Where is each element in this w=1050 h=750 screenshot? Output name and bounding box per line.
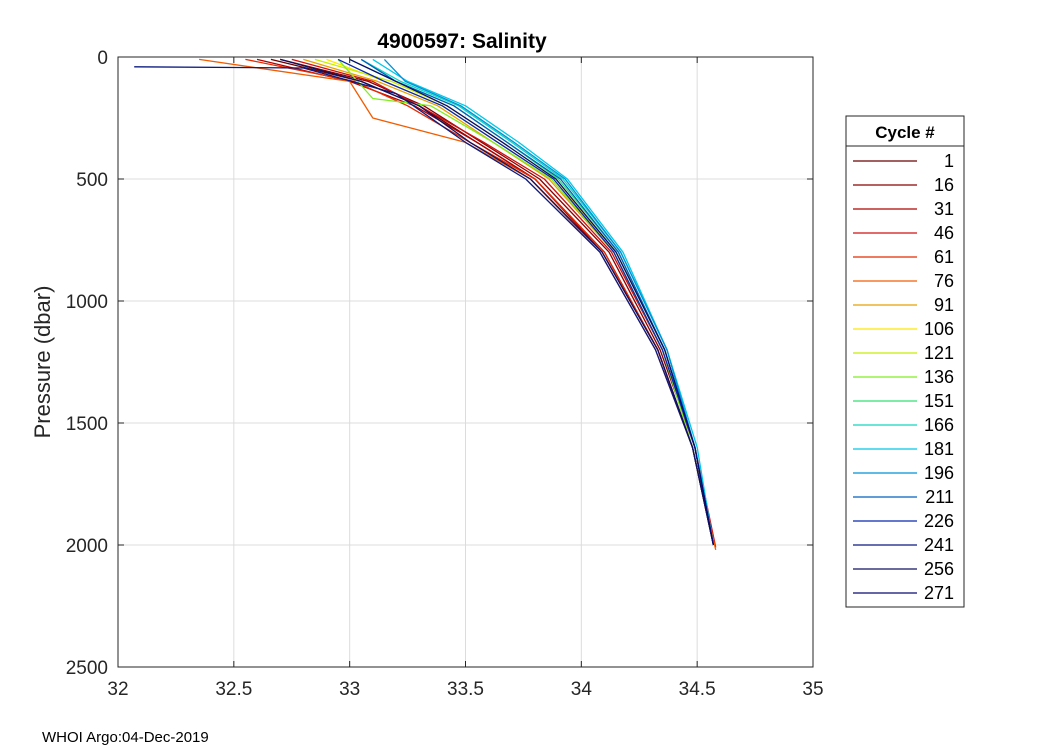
- series-line-cycle-211: [360, 58, 715, 546]
- legend-entry-label: 16: [934, 175, 954, 195]
- series-line-cycle-91: [303, 58, 715, 546]
- legend-entry-label: 46: [934, 223, 954, 243]
- legend-entry-label: 226: [924, 511, 954, 531]
- series-line-cycle-196: [383, 58, 715, 546]
- y-tick-label: 2500: [66, 658, 108, 679]
- legend-title: Cycle #: [875, 123, 935, 142]
- series-line-cycle-241: [134, 66, 715, 546]
- legend-entries: 1 16 31 46 61 76 91 106 121 136 151 166 181 196 211 226…: [853, 151, 954, 603]
- y-tick-label: 2000: [66, 536, 108, 557]
- legend-entry-label: 211: [925, 487, 954, 507]
- y-tick-label: 1500: [66, 414, 108, 435]
- legend-entry-label: 136: [924, 367, 954, 387]
- legend: Cycle # 11631466176911061211361511661811…: [845, 115, 965, 608]
- x-tick-label: 35: [802, 679, 823, 700]
- series-line-cycle-106: [326, 58, 715, 546]
- series-line-cycle-166: [360, 58, 715, 546]
- footer-source-label: WHOI Argo:04-Dec-2019: [42, 729, 209, 746]
- series-line-cycle-16: [280, 58, 715, 546]
- legend-entry-label: 241: [924, 535, 954, 555]
- series-line-cycle-121: [314, 58, 715, 546]
- legend-entry-label: 121: [924, 343, 954, 363]
- legend-entry-label: 61: [934, 247, 954, 267]
- legend-entry-label: 151: [924, 391, 954, 411]
- series-line-cycle-226: [337, 58, 715, 546]
- axis-ticks: 32 32.5 33 33.5 34 34.5 35 0 500 1000 1500 2000 2500: [66, 48, 824, 700]
- y-axis-label: Pressure (dbar): [30, 286, 55, 439]
- legend-entry-label: 256: [924, 559, 954, 579]
- legend-entry-label: 166: [924, 415, 954, 435]
- legend-entry-label: 76: [934, 271, 954, 291]
- y-tick-label: 500: [76, 170, 108, 191]
- x-tick-label: 34.5: [679, 679, 716, 700]
- y-tick-label: 0: [97, 48, 108, 69]
- y-tick-label: 1000: [66, 292, 108, 313]
- x-tick-label: 33: [339, 679, 360, 700]
- series-layer: [134, 58, 717, 551]
- x-tick-label: 33.5: [447, 679, 484, 700]
- series-line-cycle-136: [337, 58, 715, 546]
- legend-entry-label: 196: [924, 463, 954, 483]
- series-line-cycle-61: [245, 58, 715, 546]
- grid: [117, 56, 814, 668]
- x-tick-label: 32: [107, 679, 128, 700]
- series-line-cycle-181: [372, 58, 715, 546]
- legend-entry-label: 1: [944, 151, 954, 171]
- series-line-cycle-271: [349, 58, 715, 546]
- chart-title: 4900597: Salinity: [377, 30, 547, 53]
- x-tick-label: 32.5: [215, 679, 252, 700]
- legend-entry-label: 91: [934, 295, 954, 315]
- legend-entry-label: 271: [924, 583, 954, 603]
- legend-box: [845, 115, 965, 608]
- series-line-cycle-256: [280, 58, 715, 546]
- legend-entry-label: 31: [934, 199, 954, 219]
- series-line-cycle-151: [349, 58, 715, 546]
- x-tick-label: 34: [571, 679, 593, 700]
- legend-entry-label: 106: [924, 319, 954, 339]
- legend-entry-label: 181: [924, 439, 954, 459]
